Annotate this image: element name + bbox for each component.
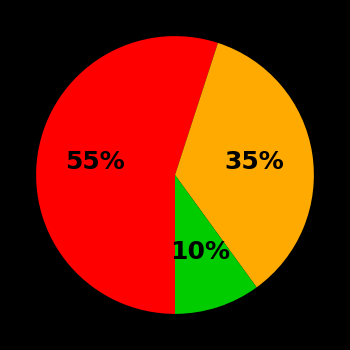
Wedge shape xyxy=(175,175,257,314)
Wedge shape xyxy=(175,43,314,287)
Text: 35%: 35% xyxy=(225,150,285,174)
Text: 10%: 10% xyxy=(170,240,230,264)
Text: 55%: 55% xyxy=(65,150,125,174)
Wedge shape xyxy=(36,36,218,314)
